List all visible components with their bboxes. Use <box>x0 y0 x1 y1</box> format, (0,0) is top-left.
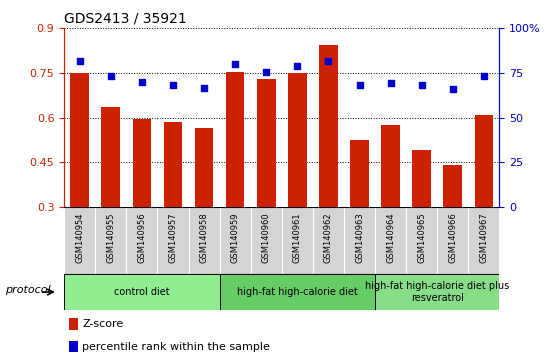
Text: control diet: control diet <box>114 287 170 297</box>
Text: high-fat high-calorie diet plus
resveratrol: high-fat high-calorie diet plus resverat… <box>365 281 509 303</box>
Text: GSM140967: GSM140967 <box>479 212 488 263</box>
Text: GSM140963: GSM140963 <box>355 212 364 263</box>
Bar <box>69 341 78 352</box>
Bar <box>69 318 78 331</box>
Text: GSM140956: GSM140956 <box>137 212 146 263</box>
Text: GSM140961: GSM140961 <box>293 212 302 263</box>
Text: GSM140957: GSM140957 <box>169 212 177 263</box>
Point <box>417 82 426 88</box>
Point <box>355 82 364 88</box>
Bar <box>444 165 462 207</box>
Bar <box>412 150 431 207</box>
Point <box>386 81 395 86</box>
Text: Z-score: Z-score <box>83 319 124 329</box>
Text: GSM140959: GSM140959 <box>230 212 239 263</box>
Text: GSM140954: GSM140954 <box>75 212 84 263</box>
Point <box>479 73 488 79</box>
Text: GSM140965: GSM140965 <box>417 212 426 263</box>
Text: GSM140960: GSM140960 <box>262 212 271 263</box>
Point <box>75 58 84 64</box>
Bar <box>102 107 120 207</box>
Text: GSM140962: GSM140962 <box>324 212 333 263</box>
Bar <box>195 128 213 207</box>
Bar <box>474 115 493 207</box>
Text: GSM140966: GSM140966 <box>448 212 457 263</box>
Bar <box>226 72 244 207</box>
Bar <box>381 125 400 207</box>
Point <box>262 69 271 74</box>
Point <box>137 79 146 85</box>
Point <box>293 63 302 68</box>
Bar <box>257 79 276 207</box>
Text: GSM140955: GSM140955 <box>107 212 116 263</box>
Bar <box>220 274 375 310</box>
Text: protocol: protocol <box>5 285 51 295</box>
Text: GSM140964: GSM140964 <box>386 212 395 263</box>
Point <box>200 85 209 91</box>
Bar <box>350 140 369 207</box>
Point <box>230 61 239 67</box>
Bar <box>163 122 182 207</box>
Bar <box>375 274 499 310</box>
Point <box>169 82 177 88</box>
Text: GSM140958: GSM140958 <box>200 212 209 263</box>
Point <box>107 73 116 79</box>
Point <box>448 87 457 92</box>
Bar <box>70 73 89 207</box>
Text: GDS2413 / 35921: GDS2413 / 35921 <box>64 12 187 26</box>
Point <box>324 58 333 64</box>
Bar <box>319 45 338 207</box>
Bar <box>288 73 307 207</box>
Bar <box>133 119 151 207</box>
Text: high-fat high-calorie diet: high-fat high-calorie diet <box>237 287 358 297</box>
Bar <box>64 274 220 310</box>
Text: percentile rank within the sample: percentile rank within the sample <box>83 342 270 352</box>
